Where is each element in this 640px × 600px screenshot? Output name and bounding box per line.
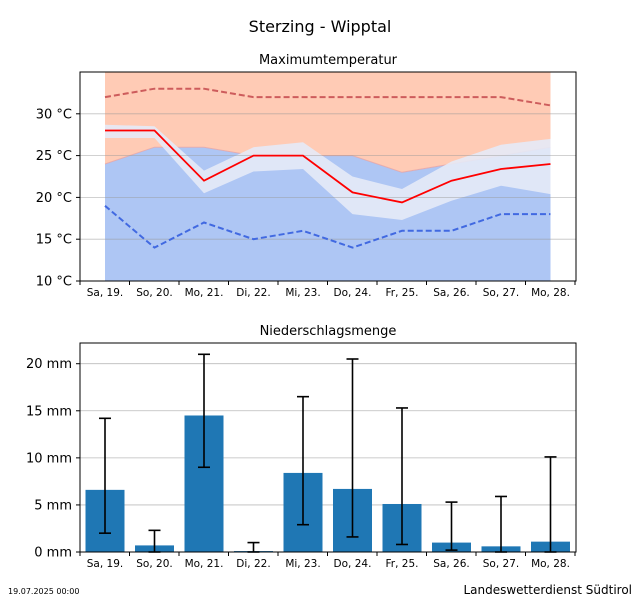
precipitation-x-tick-label: Di, 22.	[236, 558, 270, 570]
precipitation-x-tick-label: Sa, 26.	[433, 558, 469, 570]
figure-title: Sterzing - Wipptal	[249, 17, 392, 36]
precipitation-chart: Niederschlagsmenge 0 mm 5 mm 10 mm 15 mm 20 …	[26, 324, 577, 570]
temperature-y-tick-label: 20 °C	[36, 191, 72, 206]
series-line-min	[104, 205, 551, 249]
temperature-x-tick-label: Sa, 26.	[433, 287, 469, 299]
temperature-x-tick-label: Do, 24.	[334, 287, 372, 299]
precipitation-y-tick-label: 0 mm	[34, 546, 72, 561]
precipitation-x-tick-label: Do, 24.	[334, 558, 372, 570]
precipitation-x-tick-label: Mo, 28.	[531, 558, 570, 570]
temperature-x-tick-label: Mo, 28.	[531, 287, 570, 299]
precipitation-x-tick-label: Mi, 23.	[285, 558, 320, 570]
temperature-plot-area	[80, 72, 576, 281]
precipitation-x-tick-label: So, 27.	[483, 558, 519, 570]
temperature-x-tick-label: Sa, 19.	[87, 287, 123, 299]
series-line-max	[104, 87, 551, 107]
precipitation-y-tick-label: 10 mm	[26, 451, 72, 466]
temperature-x-tick-label: Di, 22.	[236, 287, 270, 299]
temperature-x-tick-label: Mi, 23.	[285, 287, 320, 299]
temperature-y-tick-label: 25 °C	[36, 149, 72, 164]
temperature-x-tick-label: Fr, 25.	[386, 287, 419, 299]
precipitation-x-tick-label: Fr, 25.	[386, 558, 419, 570]
temperature-chart: Maximumtemperatur 10 °C 15 °C 20 °C 25 °C 30…	[36, 53, 577, 299]
precipitation-chart-title: Niederschlagsmenge	[260, 324, 397, 339]
series-line-mean	[105, 129, 551, 204]
precipitation-y-tick-label: 15 mm	[26, 404, 72, 419]
mean-temperature-spread-band	[105, 124, 551, 220]
temperature-y-tick-label: 10 °C	[36, 275, 72, 290]
temperature-y-tick-label: 15 °C	[36, 233, 72, 248]
timestamp-label: 19.07.2025 00:00	[8, 587, 79, 596]
precipitation-x-tick-label: Sa, 19.	[87, 558, 123, 570]
temperature-x-tick-label: So, 20.	[136, 287, 172, 299]
precipitation-y-tick-label: 20 mm	[26, 357, 72, 372]
precipitation-x-tick-label: Mo, 21.	[185, 558, 224, 570]
temperature-x-tick-label: So, 27.	[483, 287, 519, 299]
precipitation-y-tick-label: 5 mm	[34, 498, 72, 513]
temperature-x-tick-label: Mo, 21.	[185, 287, 224, 299]
temperature-y-tick-label: 30 °C	[36, 107, 72, 122]
source-label: Landeswetterdienst Südtirol	[463, 583, 632, 597]
temperature-chart-title: Maximumtemperatur	[259, 53, 398, 68]
precipitation-x-tick-label: So, 20.	[136, 558, 172, 570]
